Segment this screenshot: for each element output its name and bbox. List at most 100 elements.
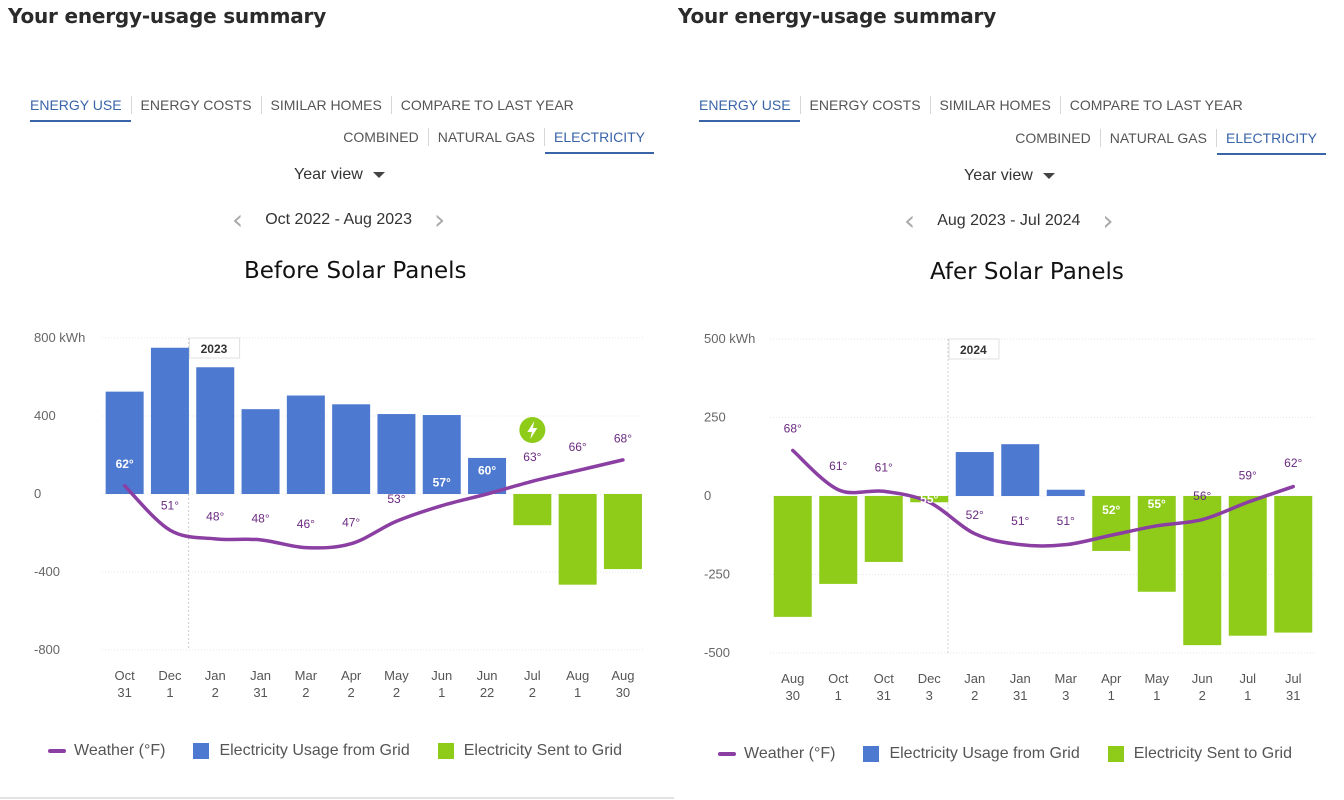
tab-energy-costs[interactable]: ENERGY COSTS — [799, 96, 930, 114]
bar-sent[interactable] — [1228, 496, 1267, 636]
bar-usage[interactable] — [196, 367, 235, 494]
legend-weather-swatch — [718, 752, 736, 756]
x-tick-label: Aug — [781, 671, 804, 686]
tab-similar-homes[interactable]: SIMILAR HOMES — [929, 96, 1060, 114]
bar-usage[interactable] — [955, 452, 994, 496]
x-tick-label: 2 — [393, 685, 400, 700]
x-tick-label: Jul — [1239, 671, 1256, 686]
year-marker-box — [189, 337, 241, 359]
bar-usage[interactable] — [332, 404, 371, 494]
main-tabs: ENERGY USE ENERGY COSTS SIMILAR HOMES CO… — [30, 96, 583, 122]
legend-weather-label: Weather (°F) — [74, 742, 166, 759]
weather-label: 48° — [251, 511, 269, 525]
weather-label: 51° — [161, 499, 179, 513]
view-dropdown[interactable]: Year view — [294, 166, 385, 184]
x-tick-label: Apr — [1101, 671, 1122, 686]
view-dropdown[interactable]: Year view — [964, 167, 1055, 185]
chevron-right-icon[interactable]: › — [433, 203, 446, 236]
chevron-left-icon[interactable]: ‹ — [232, 203, 244, 236]
fuel-tabs: COMBINED NATURAL GAS ELECTRICITY — [343, 128, 655, 154]
y-tick-label: 400 — [34, 408, 56, 423]
weather-label: 56° — [1193, 489, 1211, 503]
main-tabs: ENERGY USE ENERGY COSTS SIMILAR HOMES CO… — [699, 96, 1252, 122]
x-tick-label: 1 — [574, 685, 581, 700]
legend-usage: Electricity Usage from Grid — [863, 745, 1080, 763]
x-tick-label: Jan — [205, 668, 226, 683]
tab-energy-use[interactable]: ENERGY USE — [699, 96, 800, 122]
y-tick-label: 0 — [34, 486, 41, 501]
bar-usage[interactable] — [1001, 444, 1040, 496]
x-tick-label: 30 — [616, 685, 630, 700]
y-tick-label: 500 kWh — [704, 331, 755, 346]
tab-energy-use[interactable]: ENERGY USE — [30, 96, 131, 122]
x-tick-label: Jun — [1192, 671, 1213, 686]
year-marker-box — [948, 338, 1000, 360]
x-tick-label: 31 — [117, 685, 131, 700]
tab-energy-costs[interactable]: ENERGY COSTS — [130, 96, 261, 114]
bar-sent[interactable] — [603, 494, 642, 570]
weather-line — [791, 448, 1295, 548]
tab-similar-homes[interactable]: SIMILAR HOMES — [260, 96, 391, 114]
bar-usage[interactable] — [286, 395, 325, 494]
bar-usage[interactable] — [468, 457, 507, 494]
caret-down-icon — [1042, 173, 1055, 179]
tab-combined[interactable]: COMBINED — [1015, 130, 1091, 146]
tab-electricity[interactable]: ELECTRICITY — [543, 128, 655, 154]
bar-usage[interactable] — [105, 391, 144, 494]
tab-electricity[interactable]: ELECTRICITY — [1215, 129, 1327, 155]
weather-line — [122, 458, 625, 550]
x-tick-label: 31 — [1013, 688, 1027, 703]
legend-weather: Weather (°F) — [48, 742, 165, 760]
bar-sent[interactable] — [1274, 496, 1313, 633]
bar-usage[interactable] — [150, 347, 189, 494]
tab-natural-gas[interactable]: NATURAL GAS — [1099, 129, 1216, 147]
weather-label: 48° — [206, 509, 224, 523]
chart-before: 800 kWh 400 0 -400 -800 2023 62° 51° 48° 48° 46° 47… — [34, 330, 645, 700]
y-tick-label: -250 — [704, 567, 730, 582]
x-tick-label: Oct — [115, 668, 136, 683]
x-tick-label: Aug — [611, 668, 634, 683]
weather-label: 51° — [1011, 514, 1029, 528]
x-tick-label: 30 — [786, 688, 800, 703]
summary-title: Your energy-usage summary — [8, 4, 327, 28]
chevron-left-icon[interactable]: ‹ — [904, 204, 916, 237]
chevron-right-icon[interactable]: › — [1102, 204, 1114, 237]
x-tick-label: Jan — [250, 668, 271, 683]
bar-sent[interactable] — [513, 494, 552, 526]
y-tick-label: -800 — [34, 642, 60, 657]
legend-sent-label: Electricity Sent to Grid — [463, 742, 622, 759]
bar-sent[interactable] — [558, 494, 597, 585]
panel-after: Your energy-usage summary ENERGY USE ENE… — [672, 0, 1344, 800]
bar-sent[interactable] — [864, 496, 903, 562]
bar-sent[interactable] — [910, 496, 949, 503]
x-tick-label: Jan — [1010, 671, 1031, 686]
period-nav: ‹ Aug 2023 - Jul 2024 › — [904, 204, 1114, 237]
lightning-icon[interactable] — [519, 417, 546, 443]
x-tick-label: 31 — [877, 688, 891, 703]
bar-usage[interactable] — [377, 414, 416, 494]
x-tick-label: 31 — [253, 685, 267, 700]
bar-sent[interactable] — [819, 496, 858, 584]
x-tick-label: 3 — [1062, 688, 1069, 703]
tab-compare-last-year[interactable]: COMPARE TO LAST YEAR — [390, 96, 583, 114]
weather-label: 55° — [920, 492, 938, 506]
weather-label: 55° — [1148, 497, 1166, 511]
tab-combined[interactable]: COMBINED — [343, 129, 419, 145]
tab-compare-last-year[interactable]: COMPARE TO LAST YEAR — [1059, 96, 1252, 114]
x-tick-label: Jul — [524, 668, 541, 683]
bar-sent[interactable] — [1137, 496, 1176, 592]
x-tick-label: Jun — [431, 668, 452, 683]
bar-usage[interactable] — [241, 409, 280, 494]
year-marker-label: 2024 — [960, 343, 987, 357]
bar-usage[interactable] — [422, 415, 461, 494]
x-tick-label: Dec — [158, 668, 182, 683]
weather-label: 62° — [116, 457, 134, 471]
bar-sent[interactable] — [773, 496, 812, 617]
weather-label: 52° — [1102, 503, 1120, 517]
bar-usage[interactable] — [1046, 489, 1085, 496]
tab-natural-gas[interactable]: NATURAL GAS — [427, 128, 544, 146]
x-tick-label: Mar — [295, 668, 318, 683]
period-label: Oct 2022 - Aug 2023 — [265, 211, 412, 228]
x-tick-label: Aug — [566, 668, 589, 683]
bar-sent[interactable] — [1092, 496, 1131, 551]
